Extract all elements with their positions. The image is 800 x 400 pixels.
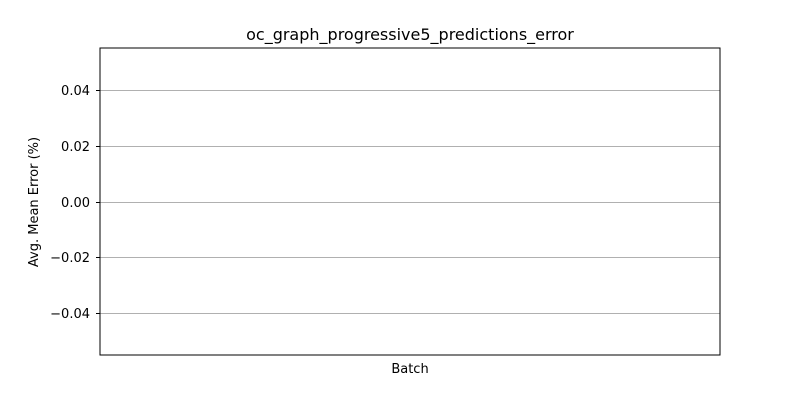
y-tick-label: −0.04 (50, 307, 90, 322)
chart-title: oc_graph_progressive5_predictions_error (246, 25, 574, 45)
plot-area-frame (99, 47, 721, 356)
y-tick-label: 0.00 (61, 196, 90, 211)
y-ticks: −0.04 −0.02 0.00 0.02 0.04 (50, 84, 100, 322)
y-tick-label: −0.02 (50, 251, 90, 266)
grid-lines (100, 90, 720, 314)
x-axis-label: Batch (391, 362, 428, 377)
y-axis-label: Avg. Mean Error (%) (27, 137, 42, 267)
y-tick-label: 0.02 (61, 140, 90, 155)
y-tick-label: 0.04 (61, 84, 90, 99)
